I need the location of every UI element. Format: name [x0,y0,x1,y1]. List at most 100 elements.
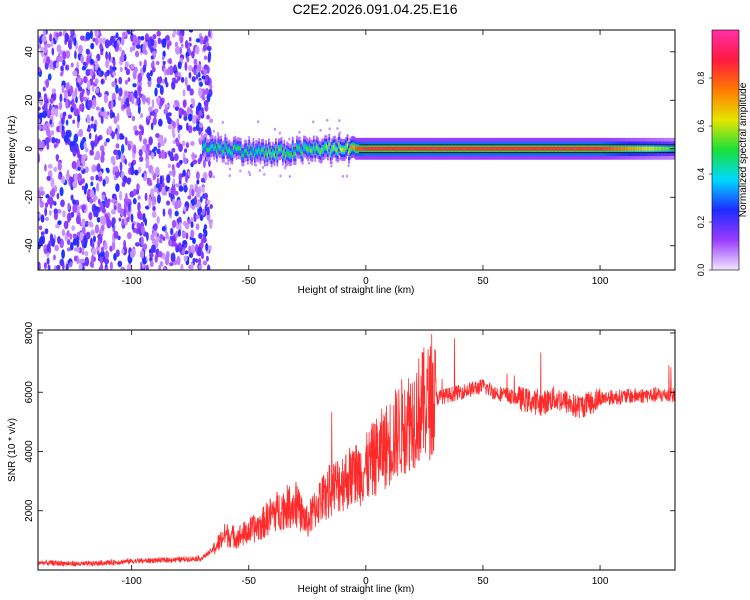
heatmap-cell [165,231,169,240]
heatmap-cell [151,169,155,176]
heatmap-cell [51,238,56,247]
heatmap-cell [51,88,57,94]
heatmap-cell [238,146,241,151]
heatmap-cell [589,146,592,151]
heatmap-cell [84,256,90,267]
heatmap-x-tick-label: -100 [122,276,142,287]
heatmap-cell [95,174,99,181]
heatmap-cell [325,144,328,149]
heatmap-cell [276,153,279,158]
heatmap-cell [74,142,79,153]
heatmap-cell [191,204,196,210]
heatmap-cell [153,146,158,151]
heatmap-cell [138,149,143,157]
heatmap-cell [263,172,266,176]
heatmap-cell [73,133,79,144]
heatmap-cell [117,235,121,241]
heatmap-cell [336,127,339,131]
heatmap-cell [341,147,343,152]
heatmap-cell [56,44,62,53]
heatmap-cell [151,244,156,253]
heatmap-cell [77,172,83,182]
heatmap-y-tick-label: -20 [24,190,35,205]
heatmap-cell [575,146,578,151]
heatmap-cell [571,146,574,151]
heatmap-cell [456,146,459,151]
heatmap-cell [56,264,61,270]
heatmap-cell [241,153,244,158]
heatmap-cell [140,236,144,246]
heatmap-cell [125,68,131,76]
heatmap-cell [227,149,230,154]
heatmap-cell [83,141,87,149]
heatmap-cell [470,146,473,151]
heatmap-cell [54,108,59,118]
heatmap-cell [156,83,161,88]
heatmap-cell [58,31,63,37]
heatmap-cell [62,59,66,67]
snr-ylabel: SNR (10 * v/v) [7,418,18,482]
heatmap-cell [540,146,543,151]
heatmap-cell [93,156,98,161]
heatmap-cell [186,55,190,63]
heatmap-cell [290,152,293,157]
heatmap-cell [153,231,158,237]
heatmap-cell [154,87,158,97]
heatmap-cell [154,254,158,263]
heatmap-cell [609,146,612,151]
heatmap-cell [178,107,184,116]
heatmap-cell [162,38,167,48]
heatmap-cell [204,205,208,212]
heatmap-cell [65,263,69,270]
heatmap-cell [109,261,113,270]
heatmap-cell [350,145,353,150]
heatmap-cell [167,124,173,130]
heatmap-cell [49,119,53,125]
heatmap-cell [57,173,62,180]
heatmap-cell [44,228,49,235]
heatmap-cell [356,146,359,151]
heatmap-cell [81,218,86,228]
heatmap-cell [73,110,79,117]
heatmap-cell [138,166,142,174]
heatmap-cell [509,146,512,151]
heatmap-cell [186,84,191,92]
heatmap-cell [189,88,194,96]
heatmap-cell [204,142,207,147]
heatmap-cell [477,146,480,151]
heatmap-cell [180,186,184,192]
heatmap-cell [126,177,131,185]
heatmap-cell [109,65,113,75]
heatmap-cell [104,39,110,49]
heatmap-cell [322,147,325,152]
heatmap-cell [335,148,338,153]
heatmap-cell [48,209,52,216]
heatmap-cell [328,142,331,147]
heatmap-cell [210,144,213,149]
heatmap-cell [598,146,600,151]
heatmap-cell [38,140,42,149]
heatmap-cell [660,146,662,151]
heatmap-cell [90,181,94,187]
heatmap-cell [92,97,97,107]
heatmap-cell [115,154,119,161]
heatmap-cell [606,146,609,151]
heatmap-cell [565,146,568,151]
heatmap-cell [622,146,624,151]
heatmap-cell [95,87,100,94]
heatmap-cell [185,205,189,212]
heatmap-cell [131,223,135,231]
heatmap-cell [44,202,49,208]
heatmap-cell [260,148,263,152]
heatmap-cell [209,84,213,90]
heatmap-cell [129,46,133,53]
heatmap-cell [183,148,188,153]
heatmap-cell [67,114,73,120]
heatmap-axes: -100 -50 0 50 100 -40 -20 0 20 40 [24,30,675,287]
heatmap-cell [515,146,518,151]
heatmap-cell [93,165,98,172]
heatmap-cell [293,152,296,157]
heatmap-cell [63,220,69,230]
heatmap-cell [463,146,466,151]
heatmap-cell [196,179,200,185]
